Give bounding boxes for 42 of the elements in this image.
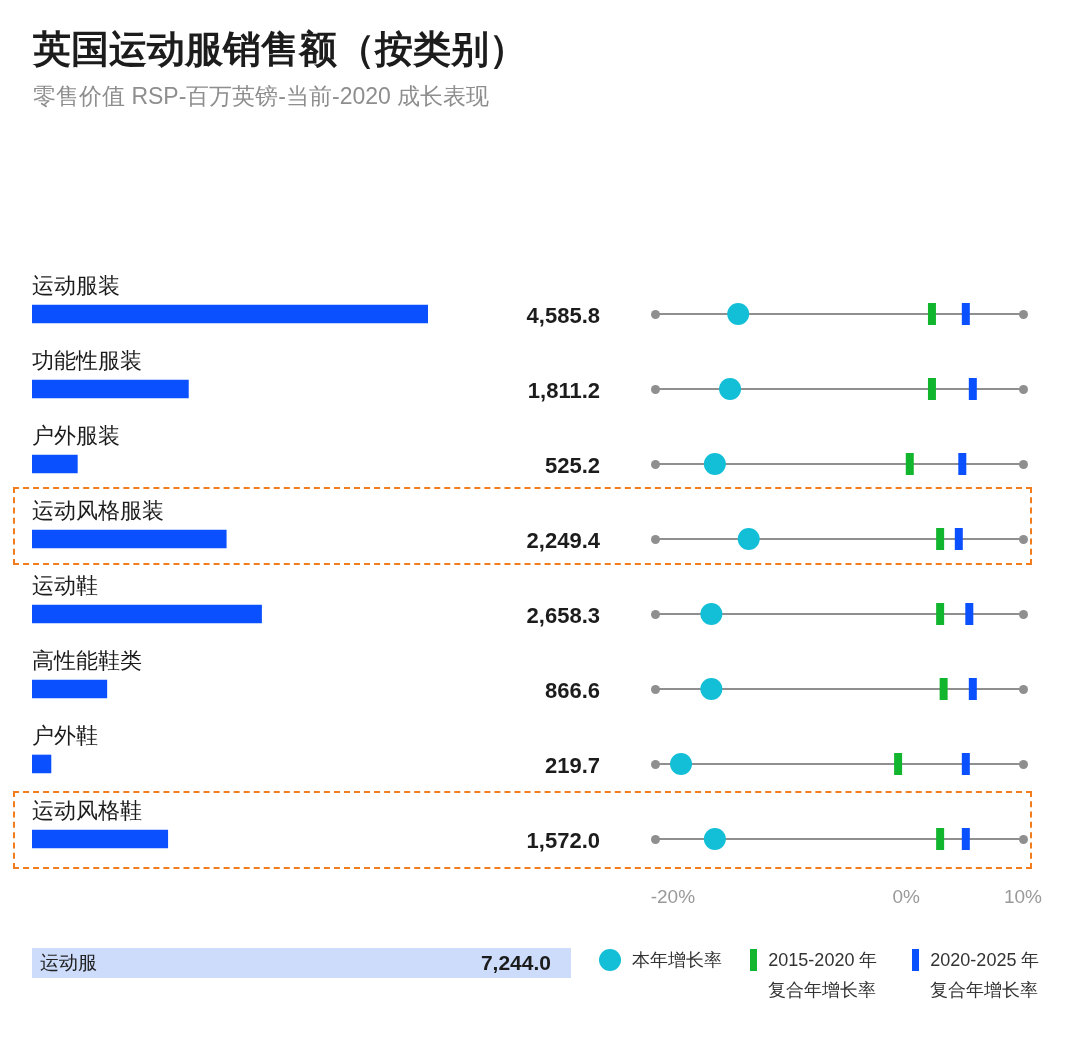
bar: [32, 529, 227, 549]
legend-label: 2015-2020 年复合年增长率: [768, 949, 879, 1002]
data-label: 866.6: [544, 678, 600, 704]
data-label: 219.7: [544, 753, 600, 779]
y-tick-label: 运动风格服装: [32, 498, 164, 524]
y-tick-label: 高性能鞋类: [32, 648, 142, 674]
bar: [32, 754, 52, 774]
point: [700, 603, 723, 625]
bar: [32, 679, 108, 699]
text: 7,244.0: [480, 950, 551, 976]
data-label: 2,658.3: [526, 603, 600, 629]
text: 运动服: [40, 951, 97, 975]
y-tick-label: 运动服装: [32, 273, 120, 299]
x-tick-label: -20%: [650, 886, 696, 908]
data-label: 525.2: [544, 453, 600, 479]
x-tick-label: 10%: [1003, 886, 1043, 908]
chart-subtitle: 零售价值 RSP-百万英镑-当前-2020 成长表现: [33, 82, 490, 110]
bar: [32, 379, 189, 399]
point: [670, 753, 693, 775]
data-label: 4,585.8: [526, 303, 600, 329]
bar: [32, 304, 428, 324]
point: [737, 528, 760, 550]
y-tick-label: 户外服装: [32, 423, 120, 449]
data-label: 1,811.2: [527, 378, 600, 404]
y-tick-label: 户外鞋: [32, 723, 98, 749]
bar: [32, 454, 78, 474]
data-label: 1,572.0: [526, 828, 600, 854]
x-tick-label: 0%: [892, 886, 921, 908]
y-tick-label: 功能性服装: [32, 348, 142, 374]
y-tick-label: 运动鞋: [32, 573, 98, 599]
bar: [32, 604, 262, 624]
legend-label: 2020-2025 年复合年增长率: [930, 949, 1041, 1002]
point: [727, 303, 750, 325]
point: [719, 378, 742, 400]
bar: [32, 829, 169, 849]
legend-label: 本年增长率: [632, 949, 723, 972]
point: [703, 828, 726, 850]
y-tick-label: 运动风格鞋: [32, 798, 142, 824]
data-label: 2,249.4: [526, 528, 601, 554]
point: [703, 453, 726, 475]
point: [700, 678, 723, 700]
chart-title: 英国运动服销售额（按类别）: [33, 27, 527, 72]
